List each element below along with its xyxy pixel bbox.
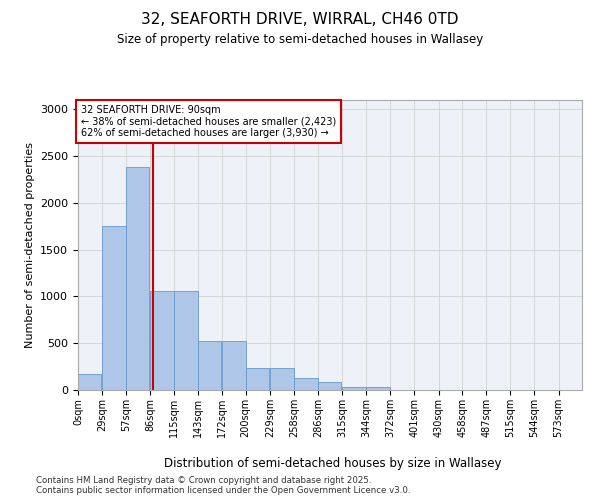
Bar bbox=[318, 382, 341, 390]
Bar bbox=[222, 342, 246, 390]
Text: Distribution of semi-detached houses by size in Wallasey: Distribution of semi-detached houses by … bbox=[164, 458, 502, 470]
Y-axis label: Number of semi-detached properties: Number of semi-detached properties bbox=[25, 142, 35, 348]
Bar bbox=[175, 291, 198, 390]
Bar bbox=[270, 368, 293, 390]
Bar bbox=[150, 291, 173, 390]
Bar bbox=[246, 368, 269, 390]
Bar bbox=[342, 387, 365, 390]
Text: Contains HM Land Registry data © Crown copyright and database right 2025.
Contai: Contains HM Land Registry data © Crown c… bbox=[36, 476, 410, 495]
Text: 32 SEAFORTH DRIVE: 90sqm
← 38% of semi-detached houses are smaller (2,423)
62% o: 32 SEAFORTH DRIVE: 90sqm ← 38% of semi-d… bbox=[82, 104, 337, 138]
Bar bbox=[367, 387, 390, 390]
Text: Size of property relative to semi-detached houses in Wallasey: Size of property relative to semi-detach… bbox=[117, 32, 483, 46]
Bar bbox=[295, 378, 318, 390]
Text: 32, SEAFORTH DRIVE, WIRRAL, CH46 0TD: 32, SEAFORTH DRIVE, WIRRAL, CH46 0TD bbox=[141, 12, 459, 28]
Bar bbox=[126, 168, 149, 390]
Bar bbox=[78, 374, 101, 390]
Bar bbox=[103, 226, 126, 390]
Bar bbox=[198, 342, 221, 390]
